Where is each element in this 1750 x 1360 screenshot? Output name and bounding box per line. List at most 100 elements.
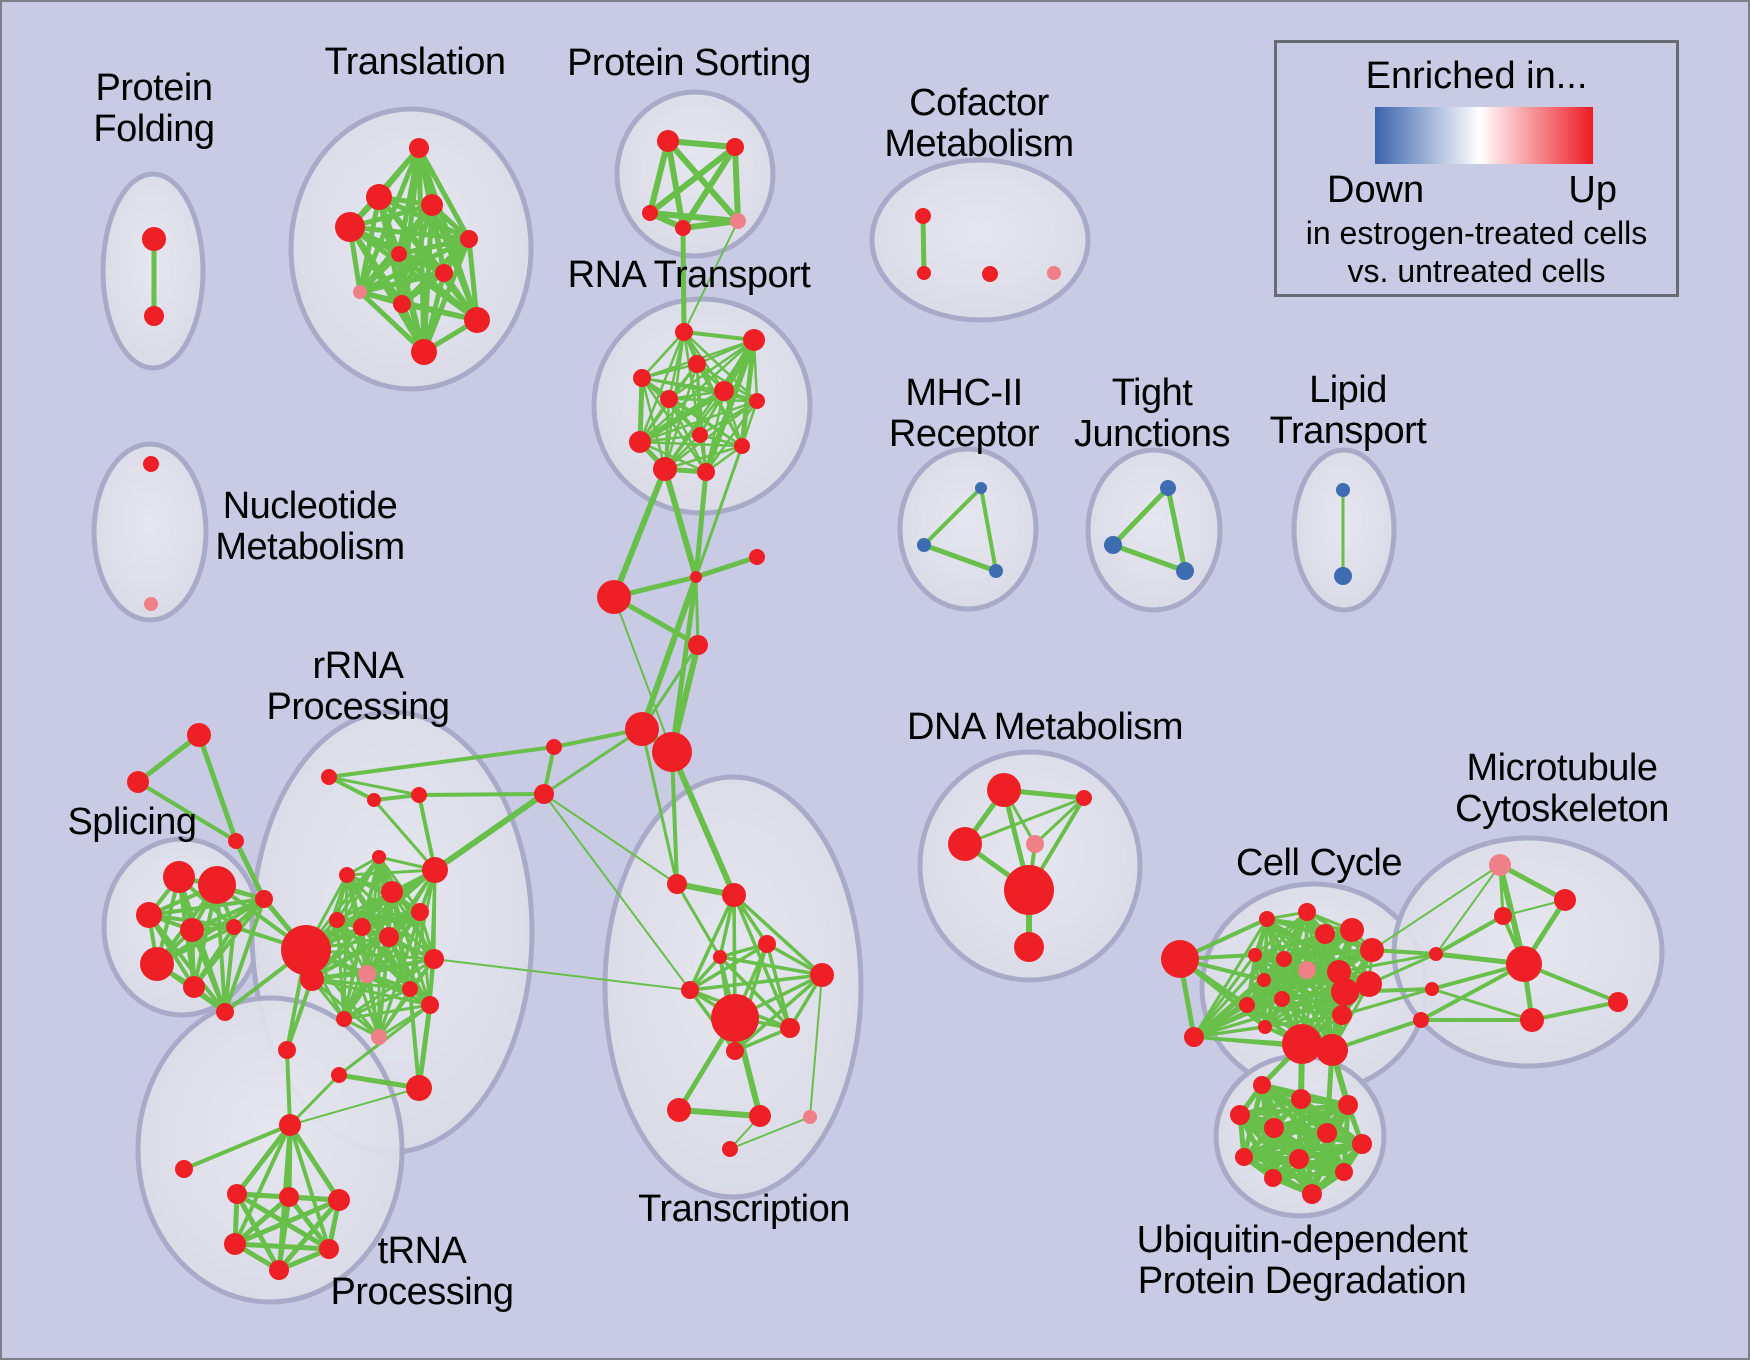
network-node-tr5 xyxy=(175,1160,193,1178)
network-edge xyxy=(342,957,436,1021)
network-edge xyxy=(1430,987,1534,1022)
network-node-rt6 xyxy=(714,381,734,401)
network-edge xyxy=(433,958,691,991)
network-node-ch3 xyxy=(597,580,631,614)
network-node-lt1 xyxy=(1336,483,1350,497)
network-node-r18 xyxy=(336,1011,352,1027)
network-node-rt2 xyxy=(743,329,765,351)
network-node-ch8 xyxy=(534,784,554,804)
network-node-d1 xyxy=(987,773,1021,807)
network-node-sp0b xyxy=(127,771,149,793)
network-node-u7 xyxy=(1352,1134,1372,1154)
network-node-x12 xyxy=(803,1110,817,1124)
network-edge xyxy=(342,1003,432,1021)
network-node-s3 xyxy=(136,902,162,928)
network-edge xyxy=(155,897,266,966)
cluster-label-trna-processing: tRNA Processing xyxy=(331,1230,514,1313)
network-node-tr2 xyxy=(331,1067,347,1083)
network-node-x2 xyxy=(722,883,746,907)
network-edge xyxy=(147,897,266,917)
cluster-label-transcription: Transcription xyxy=(638,1188,850,1230)
network-node-m0 xyxy=(1429,947,1443,961)
network-edge xyxy=(694,444,744,579)
network-edge xyxy=(922,486,983,547)
network-edge xyxy=(920,213,927,276)
cluster-label-nucleotide-metabolism: Nucleotide Metabolism xyxy=(215,485,404,568)
network-node-m1 xyxy=(1425,982,1439,996)
network-edge xyxy=(372,798,437,872)
network-node-t3 xyxy=(421,194,443,216)
network-node-t9 xyxy=(393,295,411,313)
cluster-label-protein-sorting: Protein Sorting xyxy=(567,42,811,84)
network-node-cc2 xyxy=(1298,903,1316,921)
network-node-rt8 xyxy=(692,427,708,443)
network-node-u3 xyxy=(1338,1095,1358,1115)
network-edge xyxy=(1340,987,1434,1017)
network-node-cc0 xyxy=(1161,940,1199,978)
network-node-r1 xyxy=(321,769,337,785)
network-edge xyxy=(704,399,759,474)
network-edge xyxy=(357,251,402,295)
legend-caption-line2: vs. untreated cells xyxy=(1347,253,1606,289)
network-edge xyxy=(739,337,757,449)
network-edge xyxy=(732,144,741,224)
network-edge xyxy=(365,972,432,1007)
network-edge xyxy=(1262,948,1374,982)
cluster-label-line: rRNA xyxy=(313,645,405,687)
network-edge xyxy=(638,440,744,448)
network-node-rt1 xyxy=(675,323,693,341)
network-edge xyxy=(665,138,741,224)
network-edge xyxy=(733,973,824,1053)
network-node-cc9 xyxy=(1360,938,1384,962)
cluster-label-splicing: Splicing xyxy=(67,801,196,843)
legend-gradient-bar xyxy=(1375,107,1593,164)
network-node-m6 xyxy=(1506,946,1542,982)
network-edge xyxy=(611,466,668,600)
network-node-u1 xyxy=(1253,1076,1271,1094)
network-edge xyxy=(676,1107,763,1119)
cluster-label-line: Protein xyxy=(96,67,213,109)
network-edge xyxy=(675,882,722,959)
cluster-label-cell-cycle: Cell Cycle xyxy=(1236,842,1402,884)
network-edge xyxy=(1192,997,1284,1039)
network-edge xyxy=(234,1122,293,1197)
network-edge xyxy=(1270,1169,1347,1181)
network-node-t7 xyxy=(435,264,453,282)
network-edge xyxy=(680,225,687,335)
network-edge xyxy=(357,270,447,295)
network-node-x9 xyxy=(726,1042,744,1060)
cluster-label-line: tRNA xyxy=(378,1230,468,1272)
network-node-r11 xyxy=(411,903,429,921)
network-edge xyxy=(809,974,823,1118)
network-edge xyxy=(416,1002,433,1091)
cluster-label-line: Tight xyxy=(1112,372,1194,414)
legend-title: Enriched in... xyxy=(1365,55,1588,97)
network-edge xyxy=(223,897,266,1014)
network-node-r16 xyxy=(402,981,418,997)
network-node-cc1 xyxy=(1259,911,1275,927)
network-node-cc3 xyxy=(1315,924,1335,944)
network-edge xyxy=(377,987,412,1039)
network-edge xyxy=(542,727,644,796)
network-edge xyxy=(669,749,737,898)
network-node-cm1 xyxy=(915,208,931,224)
network-edge xyxy=(1245,953,1257,1007)
network-edge xyxy=(288,1123,331,1251)
network-node-m3 xyxy=(1489,854,1511,876)
network-node-x10 xyxy=(667,1098,691,1122)
network-node-ps3 xyxy=(642,205,658,221)
network-node-ps1 xyxy=(657,130,679,152)
network-edge xyxy=(390,890,436,961)
network-edge xyxy=(408,910,422,991)
cluster-label-line: Processing xyxy=(267,686,450,728)
network-edge xyxy=(682,330,756,342)
network-edge xyxy=(638,330,686,444)
network-edge xyxy=(327,745,556,779)
cluster-label-line: Lipid xyxy=(1309,369,1387,411)
network-node-ps5 xyxy=(730,213,746,229)
network-node-ch2 xyxy=(749,549,765,565)
network-node-nm2 xyxy=(144,597,158,611)
cluster-ellipse-mhc-ii-receptor xyxy=(897,446,1039,612)
network-node-t2 xyxy=(366,184,392,210)
network-node-mh1 xyxy=(975,482,987,494)
